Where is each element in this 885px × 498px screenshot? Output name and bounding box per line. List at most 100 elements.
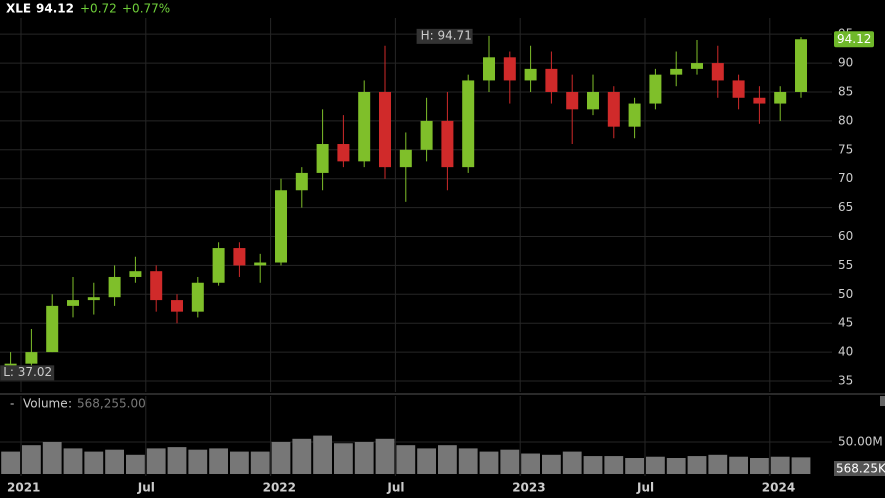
candle-body [462, 80, 475, 168]
high-label: H: 94.71 [421, 28, 472, 42]
volume-bar [271, 442, 291, 474]
volume-bar [63, 448, 83, 474]
candle-body [379, 91, 391, 168]
candle-body [420, 120, 433, 150]
candle-body [46, 305, 59, 353]
change: +0.72 [80, 2, 117, 16]
volume-bar [791, 457, 811, 474]
x-tick-label: 2021 [7, 481, 40, 495]
price-badge-text: 94.12 [837, 32, 871, 46]
price: 94.12 [36, 2, 74, 16]
y-tick-label: 75 [838, 142, 853, 156]
volume-bar [750, 458, 769, 474]
candle-body [233, 248, 246, 266]
candle-body [171, 300, 183, 312]
volume-bar [562, 451, 582, 474]
candle-body [587, 91, 599, 110]
volume-bar [42, 442, 62, 474]
volume-bar [417, 448, 436, 474]
x-tick-label: 2022 [263, 481, 296, 495]
y-tick-label: 40 [838, 345, 853, 359]
y-tick-label: 60 [838, 229, 853, 243]
volume-bar [105, 449, 124, 474]
candle-body [212, 248, 225, 283]
candle-body [545, 68, 558, 92]
volume-bar [354, 442, 374, 474]
volume-bar [438, 445, 457, 474]
volume-bar [126, 454, 145, 474]
volume-bar [230, 451, 249, 474]
volume-bar [250, 451, 270, 474]
candle-body [691, 63, 703, 69]
low-label-bg [0, 365, 55, 381]
y-tick-label: 55 [838, 258, 853, 272]
candle-body [670, 68, 683, 75]
y-tick-label: 90 [838, 56, 853, 70]
volume-bar [167, 447, 187, 474]
x-tick-label: Jul [386, 481, 404, 495]
volume-bar [500, 449, 520, 474]
candle-body [524, 68, 537, 81]
volume-bar [1, 451, 20, 474]
volume-bar [604, 456, 624, 474]
volume-bar [22, 445, 41, 474]
volume-bar [583, 456, 603, 474]
candle-body [774, 91, 787, 104]
price-badge [834, 31, 874, 48]
candle-body [275, 190, 287, 263]
y-tick-label: 65 [838, 200, 853, 214]
x-tick-label: Jul [137, 481, 155, 495]
volume-legend: Volume [23, 397, 68, 411]
y-tick-label: 35 [838, 374, 853, 388]
candle-body [87, 297, 100, 301]
volume-bar [292, 438, 312, 474]
candle-body [25, 352, 38, 364]
volume-bar [313, 435, 332, 474]
x-tick-label: 2023 [512, 481, 545, 495]
volume-bar [542, 454, 561, 474]
candle-body [566, 91, 579, 110]
x-tick-label: 2024 [762, 481, 795, 495]
volume-bar [146, 448, 166, 474]
candle-body [399, 149, 412, 168]
candle-body [67, 300, 79, 306]
y-tick-label: 70 [838, 171, 853, 185]
volume-bar [625, 458, 644, 474]
volume-bar [84, 451, 104, 474]
candle-body [316, 144, 329, 173]
legend-colon: : [68, 397, 72, 411]
volume-badge-text: 568.25K [836, 462, 885, 476]
candle-body [441, 120, 454, 168]
candle-body [191, 282, 204, 312]
candle-body [732, 80, 745, 98]
x-tick-label: Jul [636, 481, 654, 495]
volume-bar [396, 445, 416, 474]
legend-dash: - [10, 397, 14, 411]
y-tick-label: 50.00M [838, 435, 883, 449]
candle-body [503, 57, 516, 81]
low-label: L: 37.02 [3, 365, 52, 379]
candle-body [254, 262, 267, 266]
candle-body [295, 172, 308, 191]
volume-bar [666, 458, 686, 474]
volume-bar [770, 456, 790, 474]
candle-body [358, 91, 371, 162]
volume-bar [188, 449, 208, 474]
volume-bar [729, 456, 748, 474]
candle-body [607, 91, 620, 127]
volume-bar [375, 438, 395, 474]
y-tick-label: 45 [838, 316, 853, 330]
candle-body [753, 97, 766, 104]
volume-bar [708, 454, 728, 474]
change-pct: +0.77% [122, 2, 170, 16]
symbol: XLE [6, 2, 31, 16]
volume-bar [458, 448, 478, 474]
scroll-marker [880, 396, 885, 406]
candle-body [108, 276, 121, 298]
candle-body [129, 271, 142, 277]
y-tick-label: 50 [838, 287, 853, 301]
volume-bar [646, 456, 665, 474]
volume-bar [521, 453, 540, 474]
candle-body [795, 39, 807, 92]
